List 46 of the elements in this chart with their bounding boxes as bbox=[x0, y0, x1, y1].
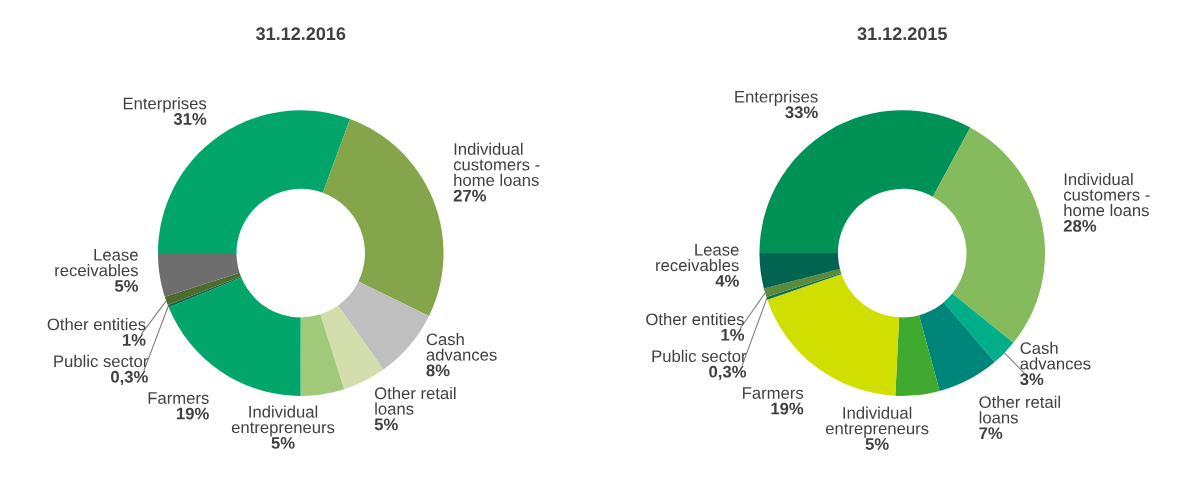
slice-label: Individual customers - home loans bbox=[1063, 172, 1150, 217]
slice-label: Cash advances bbox=[426, 332, 497, 361]
slice-label: Public sector bbox=[652, 349, 747, 363]
slice-label: Other entities bbox=[646, 312, 744, 326]
data-label: 5% bbox=[114, 280, 139, 292]
donut-slice bbox=[300, 314, 345, 396]
slice-label: Farmers bbox=[743, 387, 804, 399]
data-label: 1% bbox=[122, 334, 146, 346]
data-label: 28% bbox=[1063, 219, 1097, 232]
slice-label: Other entities bbox=[47, 318, 146, 331]
data-label: 5% bbox=[374, 418, 398, 431]
slice-label: Public sector bbox=[54, 354, 149, 368]
data-label: 27% bbox=[453, 189, 487, 202]
donut-slice bbox=[943, 293, 1014, 363]
data-label: 31% bbox=[173, 113, 207, 125]
donut-slice bbox=[322, 119, 444, 316]
data-label: 33% bbox=[785, 106, 818, 119]
donut-slice bbox=[932, 127, 1046, 343]
data-label: 5% bbox=[271, 437, 295, 449]
slice-label: Other retail loans bbox=[374, 386, 456, 415]
data-label: 1% bbox=[721, 328, 745, 341]
donut-slice bbox=[759, 253, 840, 289]
slice-label: Individual customers - home loans bbox=[453, 142, 540, 187]
slice-label: Lease receivables bbox=[656, 244, 739, 272]
data-label: 7% bbox=[979, 427, 1003, 440]
donut-slice bbox=[895, 315, 940, 396]
data-label: 5% bbox=[865, 438, 889, 450]
slice-label: Cash advances bbox=[1020, 341, 1091, 370]
data-label: 0,3% bbox=[111, 370, 148, 386]
data-label: 0,3% bbox=[709, 365, 747, 381]
donut-slice bbox=[919, 302, 995, 391]
data-label: 19% bbox=[176, 407, 209, 420]
slice-label: Enterprises bbox=[735, 90, 818, 106]
slice-label: Enterprises bbox=[123, 97, 207, 113]
slice-label: Other retail loans bbox=[979, 395, 1060, 424]
donut-slice bbox=[157, 253, 240, 297]
data-label: 8% bbox=[426, 364, 450, 377]
slice-label: Individual entrepreneurs bbox=[231, 405, 335, 437]
chart-title: 31.12.2015 bbox=[857, 27, 947, 41]
data-label: 4% bbox=[715, 275, 739, 287]
slice-label: Lease receivables bbox=[55, 249, 138, 277]
slice-label: Farmers bbox=[148, 392, 209, 404]
slice-label: Individual entrepreneurs bbox=[825, 406, 929, 438]
chart-title: 31.12.2016 bbox=[255, 27, 346, 41]
data-label: 3% bbox=[1020, 373, 1044, 386]
data-label: 19% bbox=[771, 402, 804, 415]
